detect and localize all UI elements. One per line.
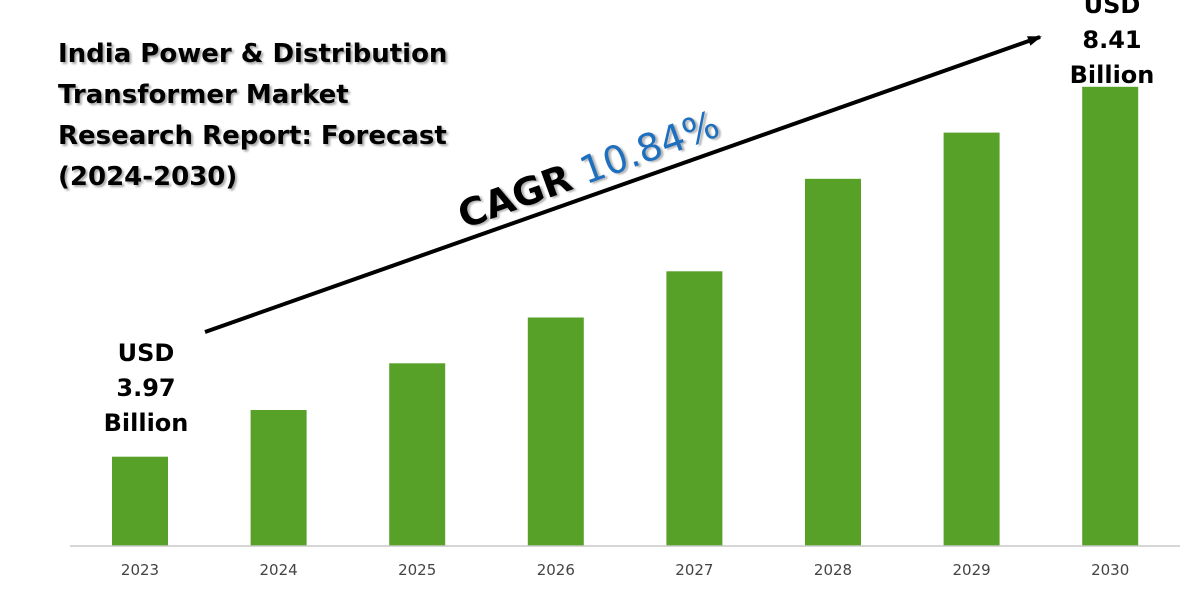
start-callout-amount: 3.97 <box>116 374 176 402</box>
bars-group <box>112 86 1139 547</box>
trend-arrow <box>204 35 1042 334</box>
bar-2029 <box>943 132 1000 546</box>
start-value-callout: USD 3.97 Billion <box>76 336 216 441</box>
title-line-1: India Power & Distribution <box>58 39 448 69</box>
x-tick-label-2025: 2025 <box>398 561 436 579</box>
bar-2028 <box>805 178 861 547</box>
x-tick-label-2024: 2024 <box>260 561 298 579</box>
bar-2027 <box>666 271 723 546</box>
chart-title: India Power & Distribution Transformer M… <box>58 34 488 198</box>
x-tick-labels: 2023 2024 2025 2026 2027 2028 2029 2030 <box>121 561 1129 579</box>
bar-2024 <box>250 410 307 546</box>
x-tick-label-2023: 2023 <box>121 561 159 579</box>
x-tick-label-2028: 2028 <box>814 561 852 579</box>
title-line-2: Transformer Market <box>58 80 349 110</box>
x-tick-label-2030: 2030 <box>1091 561 1129 579</box>
bar-2026 <box>527 317 584 546</box>
x-tick-label-2027: 2027 <box>675 561 713 579</box>
title-line-3: Research Report: Forecast <box>58 121 447 151</box>
x-tick-label-2029: 2029 <box>953 561 991 579</box>
end-callout-unit: Billion <box>1069 61 1155 89</box>
bar-2025 <box>389 363 446 546</box>
end-value-callout: USD 8.41 Billion <box>1042 0 1182 93</box>
end-callout-currency: USD <box>1083 0 1141 19</box>
start-callout-unit: Billion <box>103 409 189 437</box>
title-line-4: (2024-2030) <box>58 162 238 192</box>
x-tick-label-2026: 2026 <box>537 561 575 579</box>
bar-2023 <box>112 456 168 546</box>
bar-2030 <box>1082 86 1139 547</box>
start-callout-currency: USD <box>117 339 175 367</box>
end-callout-amount: 8.41 <box>1082 26 1142 54</box>
